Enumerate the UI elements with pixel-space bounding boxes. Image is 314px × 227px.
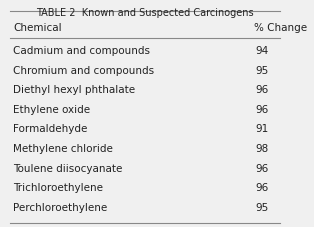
Text: TABLE 2  Known and Suspected Carcinogens: TABLE 2 Known and Suspected Carcinogens — [36, 8, 254, 18]
Text: 94: 94 — [255, 46, 268, 56]
Text: 96: 96 — [255, 85, 268, 95]
Text: Chemical: Chemical — [13, 23, 62, 33]
Text: Toulene diisocyanate: Toulene diisocyanate — [13, 163, 122, 173]
Text: Methylene chloride: Methylene chloride — [13, 143, 113, 153]
Text: 91: 91 — [255, 124, 268, 134]
Text: Cadmium and compounds: Cadmium and compounds — [13, 46, 150, 56]
Text: 96: 96 — [255, 163, 268, 173]
Text: 96: 96 — [255, 182, 268, 192]
Text: 98: 98 — [255, 143, 268, 153]
Text: 96: 96 — [255, 104, 268, 114]
Text: Trichloroethylene: Trichloroethylene — [13, 182, 103, 192]
Text: Formaldehyde: Formaldehyde — [13, 124, 87, 134]
Text: Perchloroethylene: Perchloroethylene — [13, 202, 107, 212]
Text: Diethyl hexyl phthalate: Diethyl hexyl phthalate — [13, 85, 135, 95]
Text: % Change: % Change — [254, 23, 307, 33]
Text: 95: 95 — [255, 202, 268, 212]
Text: 95: 95 — [255, 66, 268, 76]
Text: Chromium and compounds: Chromium and compounds — [13, 66, 154, 76]
Text: Ethylene oxide: Ethylene oxide — [13, 104, 90, 114]
